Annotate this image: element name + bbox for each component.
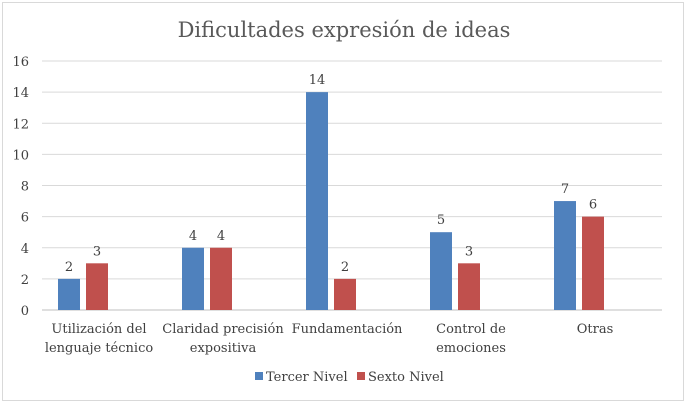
- bar: [430, 232, 452, 310]
- y-tick-label: 0: [21, 304, 29, 319]
- bar: [182, 247, 204, 310]
- legend: Tercer Nivel Sexto Nivel: [255, 370, 444, 385]
- y-tick-label: 14: [12, 86, 29, 101]
- category-label: Utilización del: [51, 322, 146, 337]
- category-label: Claridad precisión: [162, 322, 284, 337]
- y-axis-ticks: 0 2 4 6 8 10 12 14 16: [12, 55, 29, 319]
- y-tick-label: 4: [21, 242, 29, 257]
- category-label: expositiva: [190, 341, 257, 356]
- y-tick-label: 8: [21, 180, 29, 195]
- bar: [334, 278, 356, 310]
- y-tick-label: 12: [12, 117, 29, 132]
- data-label: 14: [309, 73, 326, 88]
- bar: [58, 278, 80, 310]
- y-tick-label: 16: [12, 55, 29, 70]
- y-tick-label: 6: [21, 211, 29, 226]
- chart-title: Dificultades expresión de ideas: [178, 18, 511, 42]
- bar: [86, 263, 108, 310]
- data-labels: 2 3 4 4 14 2 5 3 7 6: [65, 73, 597, 275]
- legend-label: Sexto Nivel: [368, 370, 444, 385]
- y-tick-label: 2: [21, 273, 29, 288]
- category-labels: Utilización del lenguaje técnico Claridad …: [45, 322, 613, 356]
- data-label: 3: [465, 244, 473, 259]
- category-label: emociones: [436, 341, 506, 356]
- bar: [458, 263, 480, 310]
- data-label: 6: [589, 198, 597, 213]
- legend-swatch: [255, 372, 263, 380]
- data-label: 4: [189, 229, 197, 244]
- legend-swatch: [357, 372, 365, 380]
- data-label: 2: [341, 260, 349, 275]
- data-label: 4: [217, 229, 225, 244]
- bars: [58, 92, 604, 310]
- bar: [306, 92, 328, 310]
- data-label: 7: [561, 182, 569, 197]
- data-label: 2: [65, 260, 73, 275]
- category-label: Control de: [436, 322, 506, 337]
- data-label: 5: [437, 213, 445, 228]
- category-label: Fundamentación: [292, 322, 403, 337]
- bar: [554, 201, 576, 310]
- legend-label: Tercer Nivel: [266, 370, 348, 385]
- category-label: lenguaje técnico: [45, 341, 154, 356]
- y-tick-label: 10: [12, 148, 29, 163]
- data-label: 3: [93, 244, 101, 259]
- bar: [582, 216, 604, 310]
- bar: [210, 247, 232, 310]
- category-label: Otras: [577, 322, 614, 337]
